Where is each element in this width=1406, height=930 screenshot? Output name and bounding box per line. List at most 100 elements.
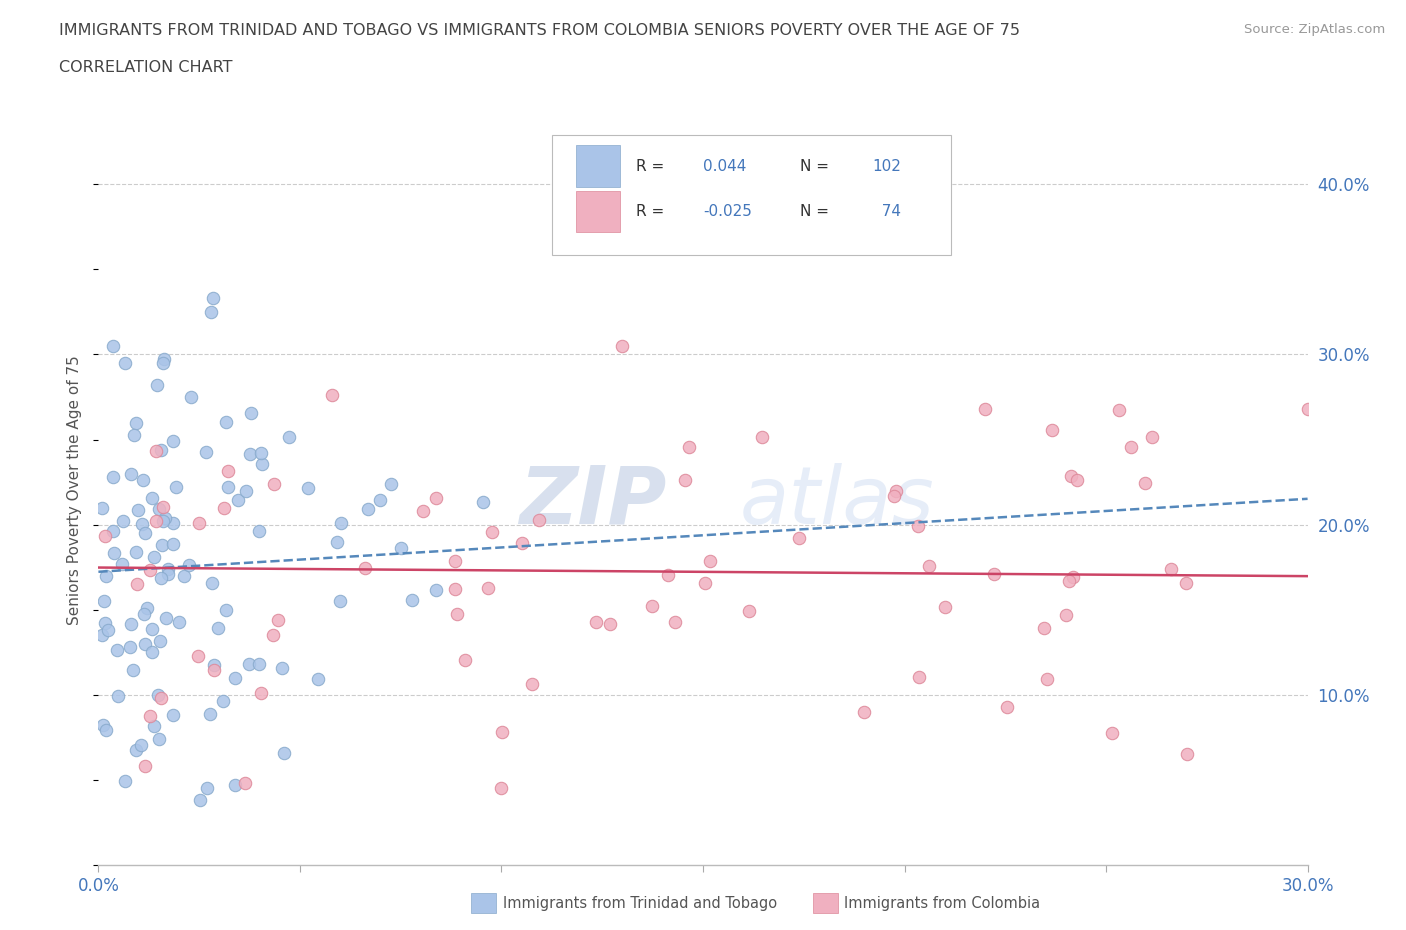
Point	[97, 623, 120, 638]
Point	[1174, 576, 1197, 591]
Point	[239, 446, 262, 461]
Point	[173, 569, 195, 584]
Point	[444, 581, 467, 596]
Point	[1133, 475, 1156, 490]
Point	[357, 502, 380, 517]
Point	[425, 583, 447, 598]
Point	[657, 568, 679, 583]
Point	[262, 628, 284, 643]
Point	[1054, 608, 1077, 623]
Point	[250, 685, 273, 700]
Point	[1160, 562, 1182, 577]
Point	[165, 479, 187, 494]
Point	[107, 688, 129, 703]
Point	[202, 663, 225, 678]
Point	[148, 501, 170, 516]
Point	[297, 481, 319, 496]
Point	[94, 723, 117, 737]
Text: Source: ZipAtlas.com: Source: ZipAtlas.com	[1244, 23, 1385, 36]
FancyBboxPatch shape	[576, 192, 620, 232]
Point	[425, 491, 447, 506]
Point	[233, 776, 256, 790]
Point	[132, 472, 155, 487]
Point	[162, 434, 184, 449]
Point	[326, 535, 349, 550]
Point	[751, 430, 773, 445]
Point	[120, 467, 142, 482]
Text: atlas: atlas	[740, 463, 934, 541]
Text: CORRELATION CHART: CORRELATION CHART	[59, 60, 232, 75]
Point	[134, 637, 156, 652]
Point	[138, 563, 160, 578]
Point	[155, 511, 177, 525]
Point	[134, 758, 156, 773]
Point	[699, 554, 721, 569]
FancyBboxPatch shape	[576, 145, 620, 187]
Text: 102: 102	[872, 158, 901, 174]
Point	[599, 616, 621, 631]
Point	[1033, 621, 1056, 636]
Y-axis label: Seniors Poverty Over the Age of 75: Seniors Poverty Over the Age of 75	[67, 355, 83, 626]
Point	[787, 531, 810, 546]
Point	[105, 643, 128, 658]
Point	[157, 566, 180, 581]
Point	[180, 390, 202, 405]
Point	[198, 707, 221, 722]
Point	[224, 778, 246, 793]
Point	[139, 709, 162, 724]
Point	[212, 694, 235, 709]
Point	[1101, 725, 1123, 740]
Point	[481, 525, 503, 539]
Point	[1108, 403, 1130, 418]
Point	[329, 515, 352, 530]
Point	[124, 427, 146, 442]
Point	[853, 704, 876, 719]
Text: IMMIGRANTS FROM TRINIDAD AND TOBAGO VS IMMIGRANTS FROM COLOMBIA SENIORS POVERTY : IMMIGRANTS FROM TRINIDAD AND TOBAGO VS I…	[59, 23, 1019, 38]
Point	[111, 513, 134, 528]
Point	[247, 524, 270, 538]
Point	[370, 493, 392, 508]
Point	[134, 526, 156, 541]
Point	[454, 653, 477, 668]
Point	[120, 617, 142, 631]
Point	[273, 745, 295, 760]
Point	[202, 658, 225, 672]
Point	[152, 513, 174, 528]
Point	[224, 671, 246, 685]
Point	[148, 687, 170, 702]
Point	[491, 724, 513, 739]
Point	[307, 671, 329, 686]
Point	[162, 708, 184, 723]
Point	[270, 660, 292, 675]
Point	[1036, 671, 1059, 686]
Point	[1057, 574, 1080, 589]
Point	[93, 529, 115, 544]
Point	[226, 492, 249, 507]
Point	[201, 576, 224, 591]
Point	[134, 606, 156, 621]
Point	[974, 402, 997, 417]
Text: ZIP: ZIP	[519, 463, 666, 541]
Point	[934, 600, 956, 615]
Point	[443, 554, 465, 569]
Point	[491, 781, 513, 796]
Point	[217, 480, 239, 495]
Point	[131, 516, 153, 531]
Point	[883, 488, 905, 503]
Point	[157, 561, 180, 576]
Point	[121, 663, 143, 678]
Point	[142, 550, 165, 565]
Point	[412, 503, 434, 518]
Point	[141, 490, 163, 505]
Point	[143, 719, 166, 734]
Point	[238, 657, 260, 671]
Point	[918, 559, 941, 574]
Point	[1296, 402, 1319, 417]
Point	[127, 503, 149, 518]
Point	[239, 405, 262, 420]
Text: R =: R =	[637, 158, 669, 174]
Point	[145, 513, 167, 528]
Text: 0.044: 0.044	[703, 158, 747, 174]
Text: -0.025: -0.025	[703, 205, 752, 219]
Point	[247, 657, 270, 671]
